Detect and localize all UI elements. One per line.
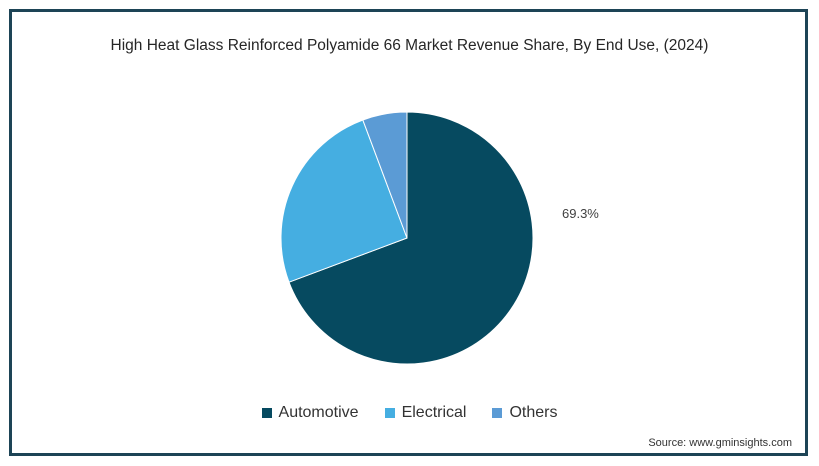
source-note: Source: www.gminsights.com — [648, 437, 792, 449]
legend-item-automotive: Automotive — [261, 404, 359, 422]
chart-legend: Automotive Electrical Others — [0, 404, 819, 422]
legend-item-others: Others — [492, 404, 557, 422]
pie-slice-automotive — [288, 111, 534, 365]
data-label-automotive: 69.3% — [562, 206, 599, 221]
legend-item-electrical: Electrical — [384, 404, 467, 422]
legend-swatch-electrical — [384, 408, 395, 418]
legend-swatch-others — [492, 408, 503, 418]
legend-label-others: Others — [509, 404, 558, 421]
pie-slice-electrical — [280, 119, 408, 283]
chart-title: High Heat Glass Reinforced Polyamide 66 … — [110, 37, 709, 54]
legend-swatch-automotive — [261, 408, 272, 418]
legend-label-automotive: Automotive — [278, 404, 359, 421]
pie-slice-others — [362, 111, 408, 239]
legend-label-electrical: Electrical — [401, 404, 467, 421]
